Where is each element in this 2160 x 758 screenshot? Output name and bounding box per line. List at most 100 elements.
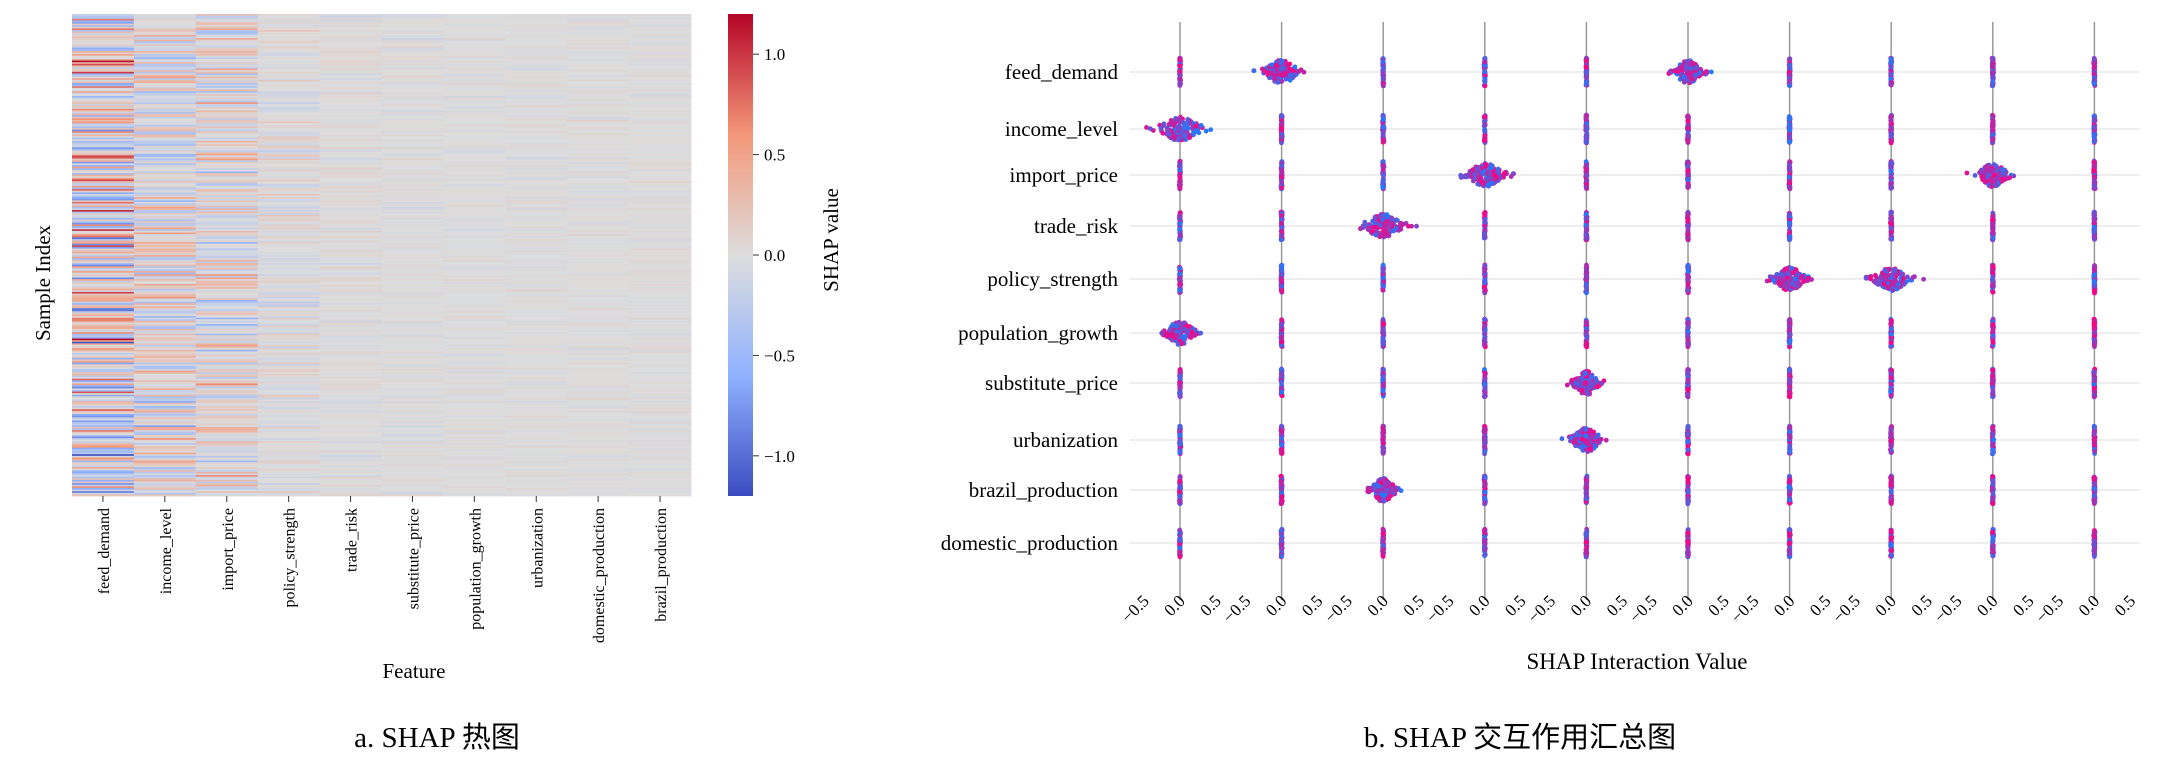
- heatmap-cell: [381, 73, 444, 76]
- heatmap-cell: [381, 444, 444, 447]
- heatmap-cell: [567, 60, 630, 63]
- heatmap-cell: [72, 103, 135, 106]
- summary-dot: [1274, 62, 1279, 68]
- heatmap-cell: [443, 275, 506, 278]
- heatmap-cell: [567, 44, 630, 47]
- heatmap-cell: [381, 182, 444, 185]
- heatmap-cell: [381, 328, 444, 331]
- heatmap-cell: [195, 38, 259, 41]
- heatmap-cell: [443, 397, 506, 400]
- heatmap-cell: [257, 34, 320, 37]
- heatmap-cell: [72, 266, 135, 269]
- heatmap-cell: [443, 124, 506, 127]
- heatmap-cell: [381, 201, 444, 204]
- heatmap-cell: [443, 288, 506, 291]
- heatmap-cell: [629, 129, 692, 132]
- heatmap-cell: [195, 414, 259, 417]
- heatmap-cell: [381, 304, 444, 307]
- heatmap-cell: [567, 100, 630, 103]
- heatmap-cell: [443, 338, 506, 341]
- heatmap-cell: [133, 79, 197, 82]
- summary-dot: [1508, 174, 1514, 180]
- heatmap-cell: [257, 434, 320, 437]
- heatmap-cell: [319, 367, 382, 370]
- heatmap-cell: [133, 426, 197, 429]
- heatmap-cell: [319, 95, 382, 98]
- heatmap-cell: [505, 489, 568, 492]
- heatmap-cell: [72, 25, 135, 28]
- heatmap-cell: [72, 94, 135, 97]
- heatmap-cell: [133, 434, 197, 437]
- heatmap-cell: [381, 430, 444, 433]
- heatmap-cell: [72, 18, 135, 21]
- summary-dot: [1185, 117, 1191, 122]
- heatmap-cell: [381, 274, 444, 277]
- heatmap-cell: [629, 344, 692, 347]
- heatmap-cell: [195, 462, 259, 465]
- heatmap-cell: [381, 434, 444, 437]
- heatmap-cell: [629, 308, 692, 311]
- heatmap-cell: [319, 189, 382, 192]
- heatmap-cell: [319, 391, 382, 394]
- heatmap-cell: [257, 487, 320, 490]
- heatmap-cell: [567, 274, 630, 277]
- heatmap-cell: [505, 211, 568, 214]
- heatmap-cell: [629, 473, 692, 476]
- heatmap-cell: [72, 386, 135, 389]
- heatmap-cell: [319, 341, 382, 344]
- heatmap-cell: [195, 426, 259, 429]
- heatmap-cell: [629, 50, 692, 53]
- heatmap-cell: [505, 173, 568, 176]
- heatmap-cell: [629, 375, 692, 378]
- heatmap-cell: [443, 434, 506, 437]
- heatmap-cell: [319, 23, 382, 26]
- colorbar-tick-label: −0.5: [764, 346, 795, 365]
- heatmap-cell: [629, 18, 692, 21]
- heatmap-cell: [567, 15, 630, 18]
- heatmap-cell: [443, 166, 506, 169]
- heatmap-cell: [133, 221, 197, 224]
- heatmap-cell: [133, 351, 197, 354]
- heatmap-cell: [567, 293, 630, 296]
- heatmap-cell: [443, 414, 506, 417]
- heatmap-cell: [133, 67, 197, 70]
- heatmap-cell: [505, 388, 568, 391]
- heatmap-cell: [133, 283, 197, 286]
- heatmap-cell: [567, 316, 630, 319]
- heatmap-cell: [629, 354, 692, 357]
- heatmap-cell: [629, 238, 692, 241]
- heatmap-cell: [629, 102, 692, 105]
- heatmap-cell: [72, 362, 135, 365]
- heatmap-cell: [319, 84, 382, 87]
- heatmap-cell: [133, 330, 197, 333]
- heatmap-cell: [629, 197, 692, 200]
- heatmap-cell: [72, 68, 135, 71]
- heatmap-cell: [72, 15, 135, 18]
- heatmap-cell: [443, 263, 506, 266]
- heatmap-cell: [319, 365, 382, 368]
- heatmap-cell: [629, 423, 692, 426]
- heatmap-cell: [505, 34, 568, 37]
- heatmap-cell: [629, 44, 692, 47]
- heatmap-cell: [133, 259, 197, 262]
- summary-dot: [1686, 61, 1692, 67]
- heatmap-cell: [195, 31, 259, 34]
- heatmap-cell: [319, 155, 382, 158]
- heatmap-cell: [257, 431, 320, 434]
- heatmap-cell: [72, 92, 135, 95]
- summary-dot: [1193, 127, 1199, 133]
- summary-dot: [2092, 76, 2097, 82]
- heatmap-cell: [381, 320, 444, 323]
- heatmap-cell: [195, 68, 259, 71]
- heatmap-cell: [133, 39, 197, 42]
- heatmap-cell: [505, 291, 568, 294]
- heatmap-cell: [443, 426, 506, 429]
- heatmap-cell: [567, 287, 630, 290]
- heatmap-cell: [443, 20, 506, 23]
- heatmap-cell: [567, 454, 630, 457]
- heatmap-cell: [381, 205, 444, 208]
- heatmap-cell: [629, 341, 692, 344]
- heatmap-cell: [72, 245, 135, 248]
- heatmap-cell: [72, 136, 135, 139]
